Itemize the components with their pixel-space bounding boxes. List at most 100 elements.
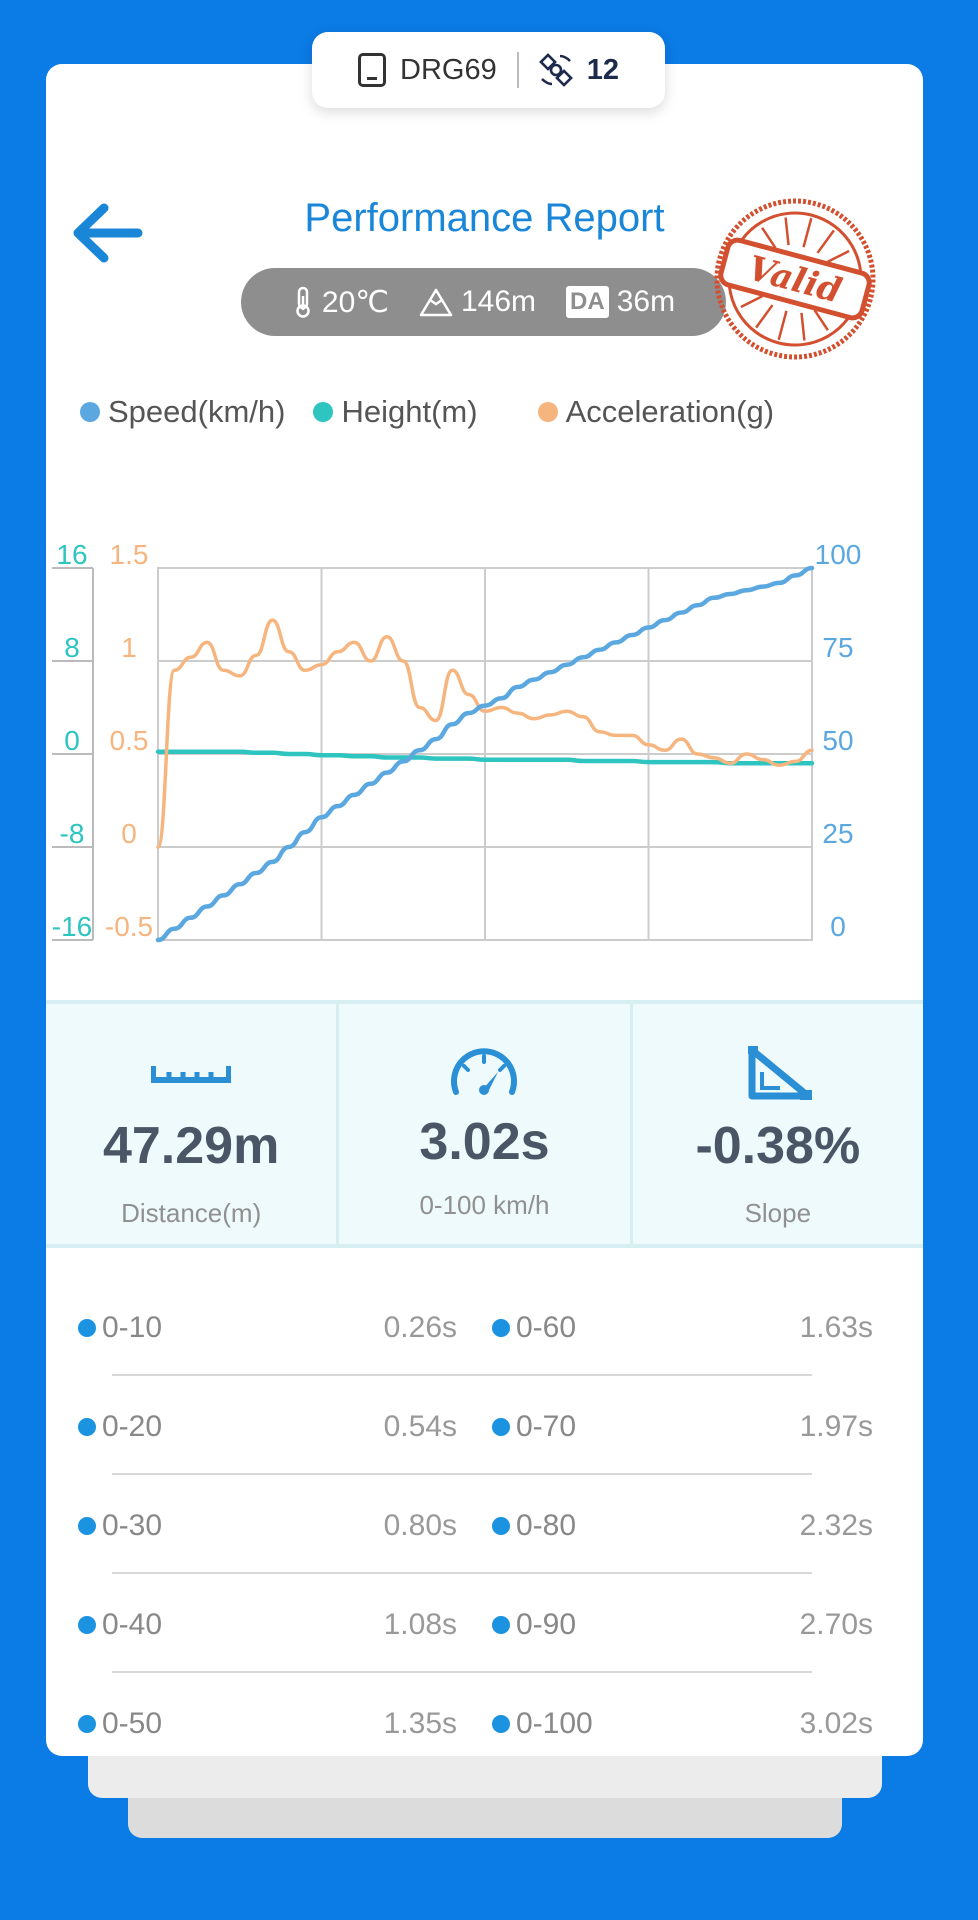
split-dot-icon [78, 1418, 96, 1436]
accel-tick-label: -0.5 [105, 911, 153, 942]
device-name: DRG69 [400, 53, 497, 86]
split-times-list: 0-10 0.26s 0-60 1.63s 0-20 0.54s 0-70 1.97s 0-30… [46, 1308, 923, 1756]
split-right-label: 0-60 [516, 1311, 577, 1344]
split-dot-icon [78, 1715, 96, 1733]
speed-tick-label: 25 [822, 818, 853, 849]
conditions-bar: 20℃ 146m DA 36m [241, 268, 726, 336]
split-left-time: 0.54s [383, 1410, 457, 1443]
split-left-time: 0.26s [383, 1311, 457, 1344]
acceleration-axis: 1.5 1 0.5 0 -0.5 [105, 539, 153, 942]
split-right: 0-60 [492, 1308, 576, 1348]
split-divider [112, 1473, 812, 1475]
report-card: Performance Report 20℃ 146m DA 36m [46, 64, 923, 1756]
page-title: Performance Report [304, 196, 665, 240]
legend-acceleration-label: Acceleration(g) [565, 394, 775, 429]
speed-tick-label: 100 [815, 539, 862, 570]
chart-series [155, 565, 815, 943]
slope-value: -0.38% [695, 1117, 861, 1175]
split-right-time: 3.02s [799, 1707, 873, 1740]
split-left: 0-40 [78, 1605, 162, 1645]
split-left: 0-20 [78, 1407, 162, 1447]
split-row: 0-20 0.54s 0-70 1.97s [46, 1407, 923, 1506]
split-right-time: 2.32s [799, 1509, 873, 1542]
performance-chart[interactable]: 16 8 0 -8 -16 1.5 1 0.5 0 -0.5 100 75 50 25 0 [46, 464, 923, 1004]
split-divider [112, 1374, 812, 1376]
split-right-label: 0-90 [516, 1608, 577, 1641]
stat-distance: 47.29m Distance(m) [46, 1004, 340, 1244]
phone-icon [358, 53, 387, 87]
split-dot-icon [78, 1517, 96, 1535]
split-row: 0-40 1.08s 0-90 2.70s [46, 1605, 923, 1704]
height-tick-label: -8 [60, 818, 85, 849]
mountain-icon [419, 288, 453, 317]
split-left-label: 0-20 [102, 1410, 163, 1443]
split-right: 0-90 [492, 1605, 576, 1645]
density-altitude-item: DA 36m [566, 285, 675, 319]
altitude-item: 146m [419, 285, 536, 319]
split-dot-icon [78, 1616, 96, 1634]
density-altitude-value: 36m [616, 285, 676, 318]
speed-tick-label: 75 [822, 632, 853, 663]
stats-panel: 47.29m Distance(m) 3.02s 0-100 km/h [46, 1000, 923, 1248]
split-dot-icon [492, 1616, 510, 1634]
split-right: 0-100 [492, 1704, 593, 1744]
ruler-icon [151, 1066, 232, 1083]
split-right-time: 1.63s [799, 1311, 873, 1344]
split-dot-icon [492, 1319, 510, 1337]
da-badge: DA [566, 286, 609, 318]
acceleration-dot-icon [537, 402, 558, 422]
device-pill[interactable]: DRG69 12 [312, 32, 665, 108]
speed-tick-label: 0 [830, 911, 846, 942]
split-right: 0-80 [492, 1506, 576, 1546]
height-series-line [155, 749, 815, 766]
legend-height-label: Height(m) [341, 394, 478, 429]
distance-label: Distance(m) [121, 1198, 262, 1228]
split-left-time: 0.80s [383, 1509, 457, 1542]
distance-value: 47.29m [102, 1117, 280, 1175]
height-tick-label: 16 [56, 539, 87, 570]
satellite-icon [538, 53, 573, 87]
split-row: 0-30 0.80s 0-80 2.32s [46, 1506, 923, 1605]
slope-icon [747, 1046, 812, 1100]
slope-label: Slope [744, 1198, 812, 1228]
time-value: 3.02s [419, 1113, 550, 1171]
chart-legend: Speed(km/h) Height(m) Acceleration(g) [80, 394, 774, 430]
height-axis: 16 8 0 -8 -16 [52, 539, 94, 942]
split-dot-icon [492, 1517, 510, 1535]
accel-tick-label: 0 [121, 818, 137, 849]
split-row: 0-10 0.26s 0-60 1.63s [46, 1308, 923, 1407]
speed-axis: 100 75 50 25 0 [815, 539, 862, 942]
split-dot-icon [492, 1418, 510, 1436]
legend-speed[interactable]: Speed(km/h) [80, 394, 285, 430]
split-right: 0-70 [492, 1407, 576, 1447]
height-tick-label: -16 [52, 911, 92, 942]
split-divider [112, 1671, 812, 1673]
split-dot-icon [492, 1715, 510, 1733]
legend-height[interactable]: Height(m) [313, 394, 478, 430]
back-arrow-icon[interactable] [68, 198, 148, 268]
speedometer-icon [451, 1048, 518, 1095]
stat-time: 3.02s 0-100 km/h [339, 1004, 633, 1244]
split-right-time: 1.97s [799, 1410, 873, 1443]
speed-series-line [155, 565, 815, 943]
legend-acceleration[interactable]: Acceleration(g) [537, 394, 775, 430]
split-left-label: 0-50 [102, 1707, 163, 1740]
accel-tick-label: 0.5 [110, 725, 149, 756]
speed-tick-label: 50 [822, 725, 853, 756]
speed-dot-icon [80, 402, 100, 422]
valid-stamp-icon: Valid [714, 198, 876, 360]
split-left: 0-50 [78, 1704, 162, 1744]
legend-speed-label: Speed(km/h) [108, 394, 286, 429]
height-tick-label: 8 [64, 632, 80, 663]
temperature-value: 20℃ [321, 285, 389, 319]
split-left-time: 1.35s [383, 1707, 457, 1740]
split-right-label: 0-100 [516, 1707, 593, 1740]
split-right-time: 2.70s [799, 1608, 873, 1641]
time-label: 0-100 km/h [419, 1190, 550, 1220]
pill-separator [516, 52, 519, 88]
split-left-label: 0-30 [102, 1509, 163, 1542]
split-dot-icon [78, 1319, 96, 1337]
height-dot-icon [313, 402, 334, 422]
split-left: 0-10 [78, 1308, 162, 1348]
stat-slope: -0.38% Slope [633, 1004, 923, 1244]
